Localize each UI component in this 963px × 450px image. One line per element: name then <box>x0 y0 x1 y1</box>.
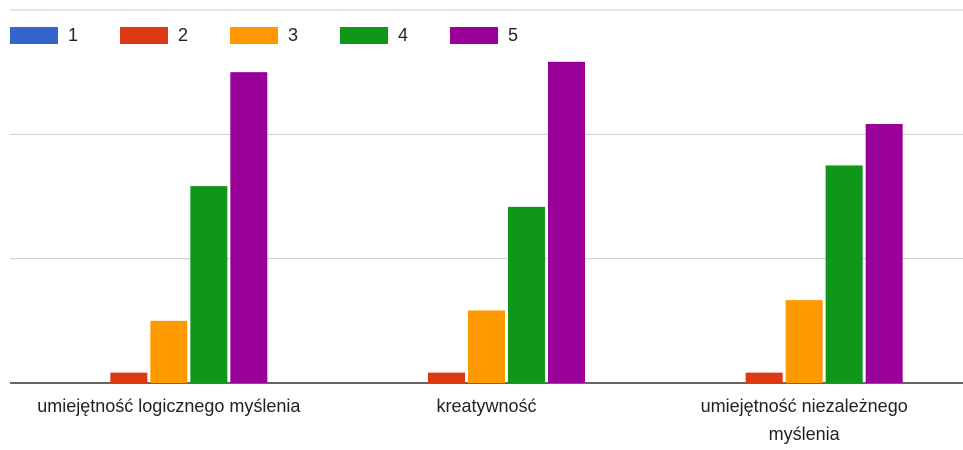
legend-swatch <box>340 27 388 44</box>
x-tick-label: umiejętność logicznego myślenia <box>37 396 301 416</box>
x-tick-label: umiejętność niezależnego myślenia <box>700 396 908 444</box>
bar <box>785 300 823 383</box>
legend-label: 5 <box>508 25 518 45</box>
bar <box>825 165 863 383</box>
legend-swatch <box>450 27 498 44</box>
bar <box>548 61 585 384</box>
bar <box>230 72 268 384</box>
x-tick-label: kreatywność <box>436 396 537 416</box>
legend-swatch <box>10 27 58 44</box>
legend-label: 2 <box>178 25 188 45</box>
legend-swatch <box>230 27 278 44</box>
bar <box>508 206 545 383</box>
legend-label: 3 <box>288 25 298 45</box>
legend-label: 1 <box>68 25 78 45</box>
bar <box>190 186 228 383</box>
legend-swatch <box>120 27 168 44</box>
bar <box>865 123 903 383</box>
bar <box>745 372 783 383</box>
legend-label: 4 <box>398 25 408 45</box>
bar <box>150 320 188 383</box>
bar <box>428 372 465 383</box>
bar <box>110 372 148 383</box>
bar <box>468 310 505 383</box>
